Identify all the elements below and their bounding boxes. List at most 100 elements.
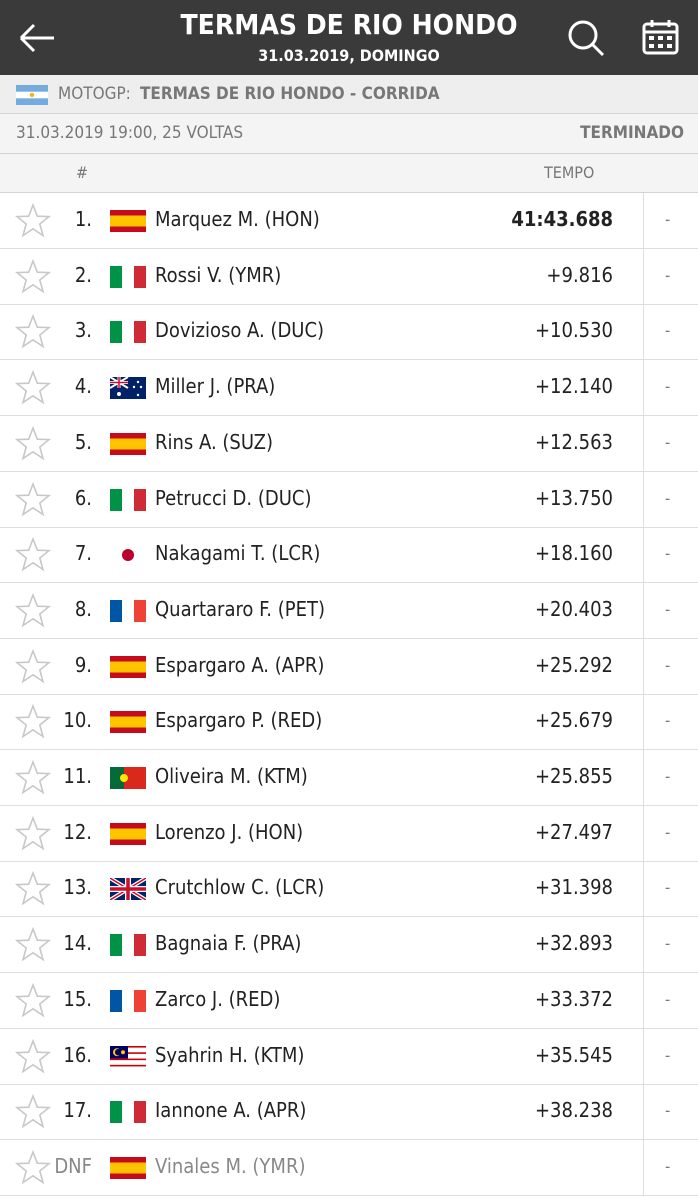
event-bar: MOTOGP: TERMAS DE RIO HONDO - CORRIDA [0, 75, 698, 114]
calendar-button[interactable] [642, 19, 680, 55]
flag [110, 599, 146, 622]
rider-name: Rins A. (SUZ) [155, 429, 273, 454]
favorite-star[interactable] [14, 425, 52, 462]
favorite-star[interactable] [14, 481, 52, 518]
result-row: 5. Rins A. (SUZ) +12.563 - [0, 415, 698, 472]
favorite-star[interactable] [14, 871, 52, 907]
flag [110, 1156, 146, 1179]
rider-name: Vinales M. (YMR) [155, 1153, 306, 1178]
time: +31.398 [534, 875, 613, 900]
extra: - [665, 599, 671, 619]
flag [110, 1101, 146, 1124]
flag [16, 85, 48, 105]
extra: - [665, 711, 671, 731]
position: 15. [63, 986, 92, 1011]
flag [110, 655, 146, 678]
flag [110, 1045, 146, 1085]
result-row: 8. Quartararo F. (PET) +20.403 - [0, 582, 698, 639]
rider-name: Espargaro P. (RED) [155, 708, 323, 733]
col-header: # [76, 163, 89, 182]
rider-name: Syahrin H. (KTM) [155, 1042, 305, 1067]
flag [110, 321, 146, 344]
event: TERMAS DE RIO HONDO - CORRIDA [140, 84, 440, 104]
position: 5. [74, 429, 92, 454]
position: 10. [63, 708, 92, 733]
table-header: # TEMPO [0, 154, 698, 193]
result-row: 10. Espargaro P. (RED) +25.679 - [0, 694, 698, 751]
extra: - [665, 265, 671, 285]
col-header: TEMPO [544, 163, 595, 182]
series: MOTOGP: [58, 84, 131, 104]
divider [643, 304, 644, 360]
extra: - [665, 1045, 671, 1065]
divider [643, 638, 644, 694]
extra: - [665, 1101, 671, 1121]
favorite-star[interactable] [14, 982, 52, 1019]
flag [110, 767, 146, 789]
position: 11. [63, 764, 92, 788]
position: 9. [74, 652, 92, 677]
favorite-star[interactable] [14, 314, 52, 350]
position: 14. [63, 931, 92, 956]
extra: - [665, 377, 671, 397]
rider-name: Nakagami T. (LCR) [155, 541, 321, 566]
result-row: 11. Oliveira M. (KTM) +25.855 - [0, 750, 698, 806]
result-row: 7. Nakagami T. (LCR) +18.160 - [0, 527, 698, 584]
divider [643, 750, 644, 805]
result-row: 6. Petrucci D. (DUC) +13.750 - [0, 471, 698, 528]
result-row: 2. Rossi V. (YMR) +9.816 - [0, 248, 698, 305]
time: +25.679 [534, 708, 613, 733]
divider [643, 694, 644, 750]
extra: - [665, 934, 671, 954]
search-button[interactable] [566, 18, 606, 58]
favorite-star[interactable] [14, 704, 52, 740]
flag [110, 934, 146, 957]
extra: - [665, 1156, 671, 1176]
favorite-star[interactable] [14, 926, 52, 963]
divider [643, 248, 644, 304]
position: 6. [74, 485, 92, 510]
back-button[interactable] [18, 22, 56, 54]
favorite-star[interactable] [14, 815, 52, 852]
result-row: 4. Miller J. (PRA) +12.140 - [0, 360, 698, 417]
divider [643, 415, 644, 471]
app-bar: TERMAS DE RIO HONDO 31.03.2019, DOMINGO [0, 0, 698, 75]
favorite-star[interactable] [14, 202, 52, 239]
favorite-star[interactable] [14, 536, 52, 573]
flag [110, 544, 146, 567]
rider-name: Rossi V. (YMR) [155, 262, 282, 287]
favorite-star[interactable] [14, 369, 52, 406]
extra: - [665, 655, 671, 675]
subtitle: 31.03.2019, DOMINGO [258, 46, 440, 65]
rider-name: Espargaro A. (APR) [155, 652, 325, 677]
result-row: DNF Vinales M. (YMR) - [0, 1139, 698, 1196]
favorite-star[interactable] [14, 258, 52, 295]
flag [110, 989, 146, 1012]
time: +25.292 [534, 652, 613, 677]
divider [643, 527, 644, 583]
position: DNF [54, 1153, 92, 1178]
divider [643, 1084, 644, 1140]
time: +35.545 [534, 1042, 613, 1067]
time: +25.855 [534, 764, 613, 788]
extra: - [665, 432, 671, 452]
extra: - [665, 767, 671, 786]
favorite-star[interactable] [14, 1038, 52, 1075]
favorite-star[interactable] [14, 759, 52, 796]
flag [110, 822, 146, 845]
result-row: 16. Syahrin H. (KTM) +35.545 - [0, 1028, 698, 1085]
favorite-star[interactable] [14, 648, 52, 685]
favorite-star[interactable] [14, 592, 52, 629]
favorite-star[interactable] [14, 1149, 52, 1186]
result-row: 15. Zarco J. (RED) +33.372 - [0, 972, 698, 1029]
rider-name: Quartararo F. (PET) [155, 596, 325, 621]
position: 12. [63, 819, 92, 844]
info-bar: 31.03.2019 19:00, 25 VOLTAS TERMINADO [0, 114, 698, 154]
result-row: 13. Crutchlow C. (LCR) +31.398 - [0, 861, 698, 918]
favorite-star[interactable] [14, 1093, 52, 1130]
extra: - [665, 488, 671, 508]
rider-name: Bagnaia F. (PRA) [155, 931, 302, 956]
time: +20.403 [534, 596, 613, 621]
flag [110, 265, 146, 288]
